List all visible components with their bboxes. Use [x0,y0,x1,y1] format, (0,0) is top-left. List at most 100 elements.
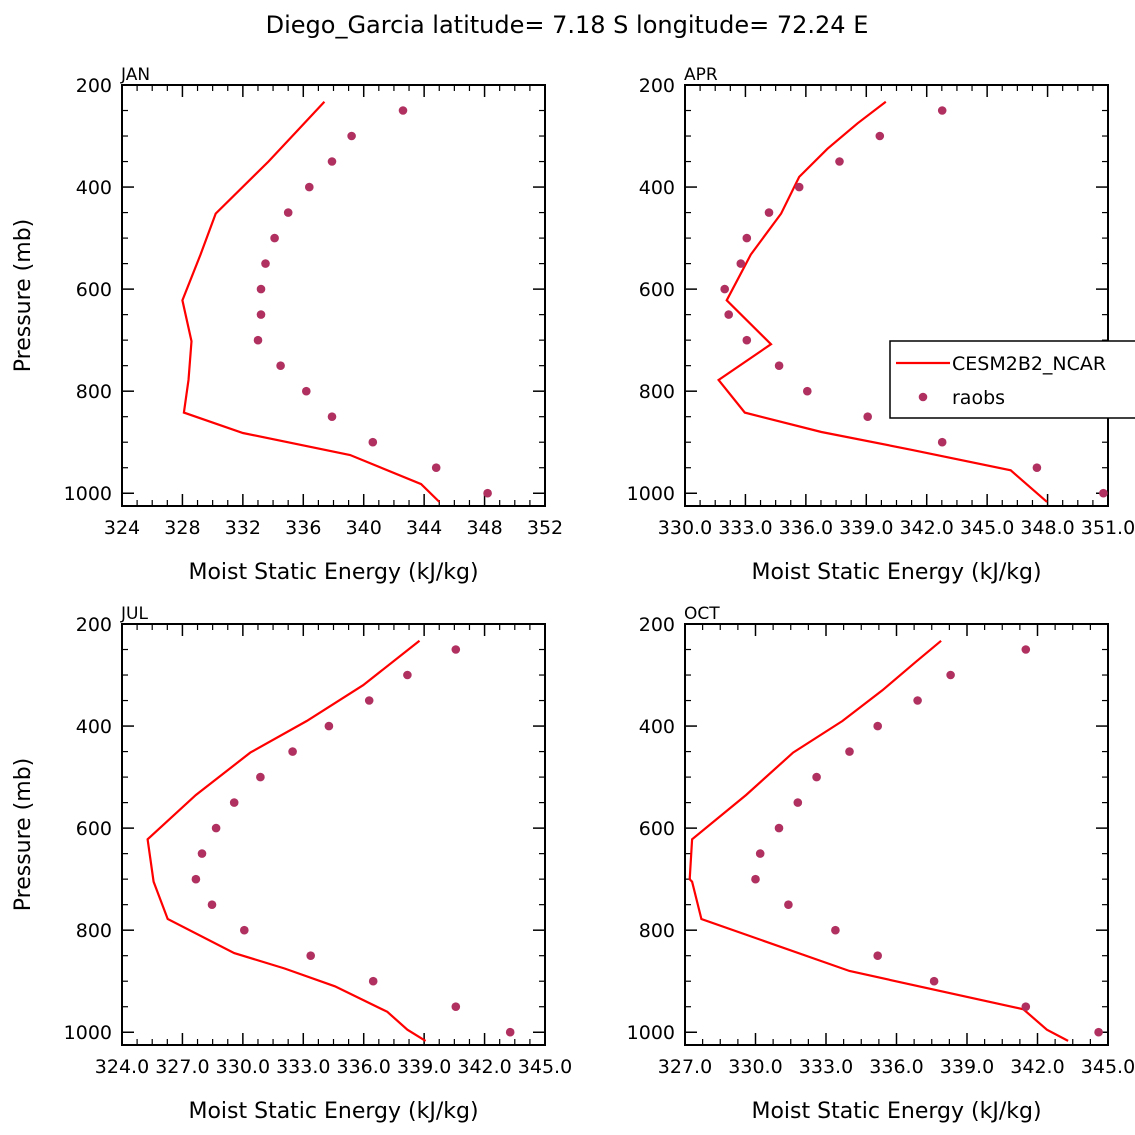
y-tick-label: 600 [76,279,112,301]
panel-label: OCT [684,604,720,624]
raobs-point [736,259,746,268]
x-tick-label: 336.0 [779,517,833,539]
raobs-point [398,106,408,115]
legend-point-swatch [918,392,928,402]
raobs-point [835,157,844,166]
plot-frame [121,623,546,1046]
raobs-point [784,900,793,909]
raobs-point [812,772,821,782]
raobs-point [755,849,765,858]
raobs-point [207,900,217,909]
x-tick-label: 352 [527,517,563,539]
raobs-point [774,823,784,833]
raobs-point [347,131,356,141]
y-tick-label: 1000 [627,1022,675,1044]
raobs-point [913,696,922,705]
raobs-point [324,721,334,731]
raobs-point [256,772,265,782]
raobs-point [229,798,239,807]
x-tick-label: 339.0 [839,517,893,539]
raobs-point [283,208,293,217]
panels-group: JAN 324 328 332 336 340 344 348 352 200 400 600 800 1… [11,65,1135,1124]
raobs-point [1032,463,1042,473]
x-axis-title: Moist Static Energy (kJ/kg) [188,560,478,585]
raobs-point [724,310,733,319]
raobs-point [742,233,752,243]
x-tick-label: 324.0 [95,1056,149,1078]
raobs-point [946,670,955,680]
raobs-point [327,157,337,166]
x-tick-label: 339.0 [397,1056,451,1078]
raobs-point [256,310,266,319]
raobs-point [261,259,270,268]
panel-label: JUL [120,604,148,624]
x-tick-label: 345.0 [518,1056,572,1078]
panel-oct: OCT 327.0 330.0 333.0 336.0 339.0 342.0 345.0 20… [627,604,1135,1124]
y-tick-label: 600 [639,818,675,840]
y-tick-label: 400 [639,177,675,199]
raobs-point [211,823,221,833]
x-tick-label: 342.0 [457,1056,511,1078]
x-tick-label: 342.0 [900,517,954,539]
raobs-point [937,437,947,447]
raobs-point [794,182,804,192]
series-raobs [253,106,492,498]
legend-box [889,340,1135,419]
x-tick-label: 345.0 [1081,1056,1135,1078]
x-tick-label: 336 [285,517,321,539]
y-tick-label: 400 [76,716,112,738]
x-tick-label: 339.0 [940,1056,994,1078]
panel-jan: JAN 324 328 332 336 340 344 348 352 200 400 600 800 1… [11,65,563,585]
raobs-point [505,1027,515,1037]
raobs-point [863,412,872,422]
raobs-point [451,645,461,654]
x-tick-label: 328 [164,517,200,539]
x-tick-label: 336.0 [869,1056,923,1078]
raobs-point [306,951,316,960]
raobs-point [327,412,337,422]
y-tick-label: 600 [639,279,675,301]
raobs-point [720,284,729,294]
x-tick-label: 333.0 [718,517,772,539]
raobs-point [364,696,374,705]
raobs-point [1021,645,1031,654]
raobs-point [368,437,378,447]
raobs-point [240,925,249,935]
raobs-point [803,386,812,396]
x-tick-label: 351.0 [1081,517,1135,539]
raobs-point [873,721,882,731]
y-tick-label: 800 [76,920,112,942]
raobs-point [937,106,947,115]
raobs-point [197,849,207,858]
raobs-point [764,208,774,217]
y-tick-label: 400 [76,177,112,199]
y-tick-label: 800 [639,920,675,942]
series-line-cesm2b2 [688,639,1069,1042]
series-raobs [191,645,515,1037]
x-tick-label: 344 [406,517,442,539]
x-tick-label: 348 [466,517,502,539]
panel-label: JAN [120,65,150,85]
raobs-point [1094,1027,1103,1037]
y-tick-label: 1000 [627,483,675,505]
y-axis-title: Pressure (mb) [11,758,36,912]
raobs-point [270,233,279,243]
raobs-point [305,182,314,192]
x-axis-title: Moist Static Energy (kJ/kg) [751,560,1041,585]
raobs-point [793,798,803,807]
series-line-cesm2b2 [181,101,441,503]
raobs-point [1099,488,1108,498]
raobs-point [831,925,840,935]
y-axis-title: Pressure (mb) [11,219,36,373]
y-tick-label: 200 [639,614,675,636]
raobs-point [845,747,854,756]
x-tick-label: 330.0 [658,517,712,539]
x-tick-label: 324 [104,517,140,539]
raobs-point [403,670,412,680]
x-tick-label: 330.0 [728,1056,782,1078]
x-axis-title: Moist Static Energy (kJ/kg) [751,1099,1041,1124]
y-tick-label: 200 [76,614,112,636]
series-raobs [720,106,1108,498]
